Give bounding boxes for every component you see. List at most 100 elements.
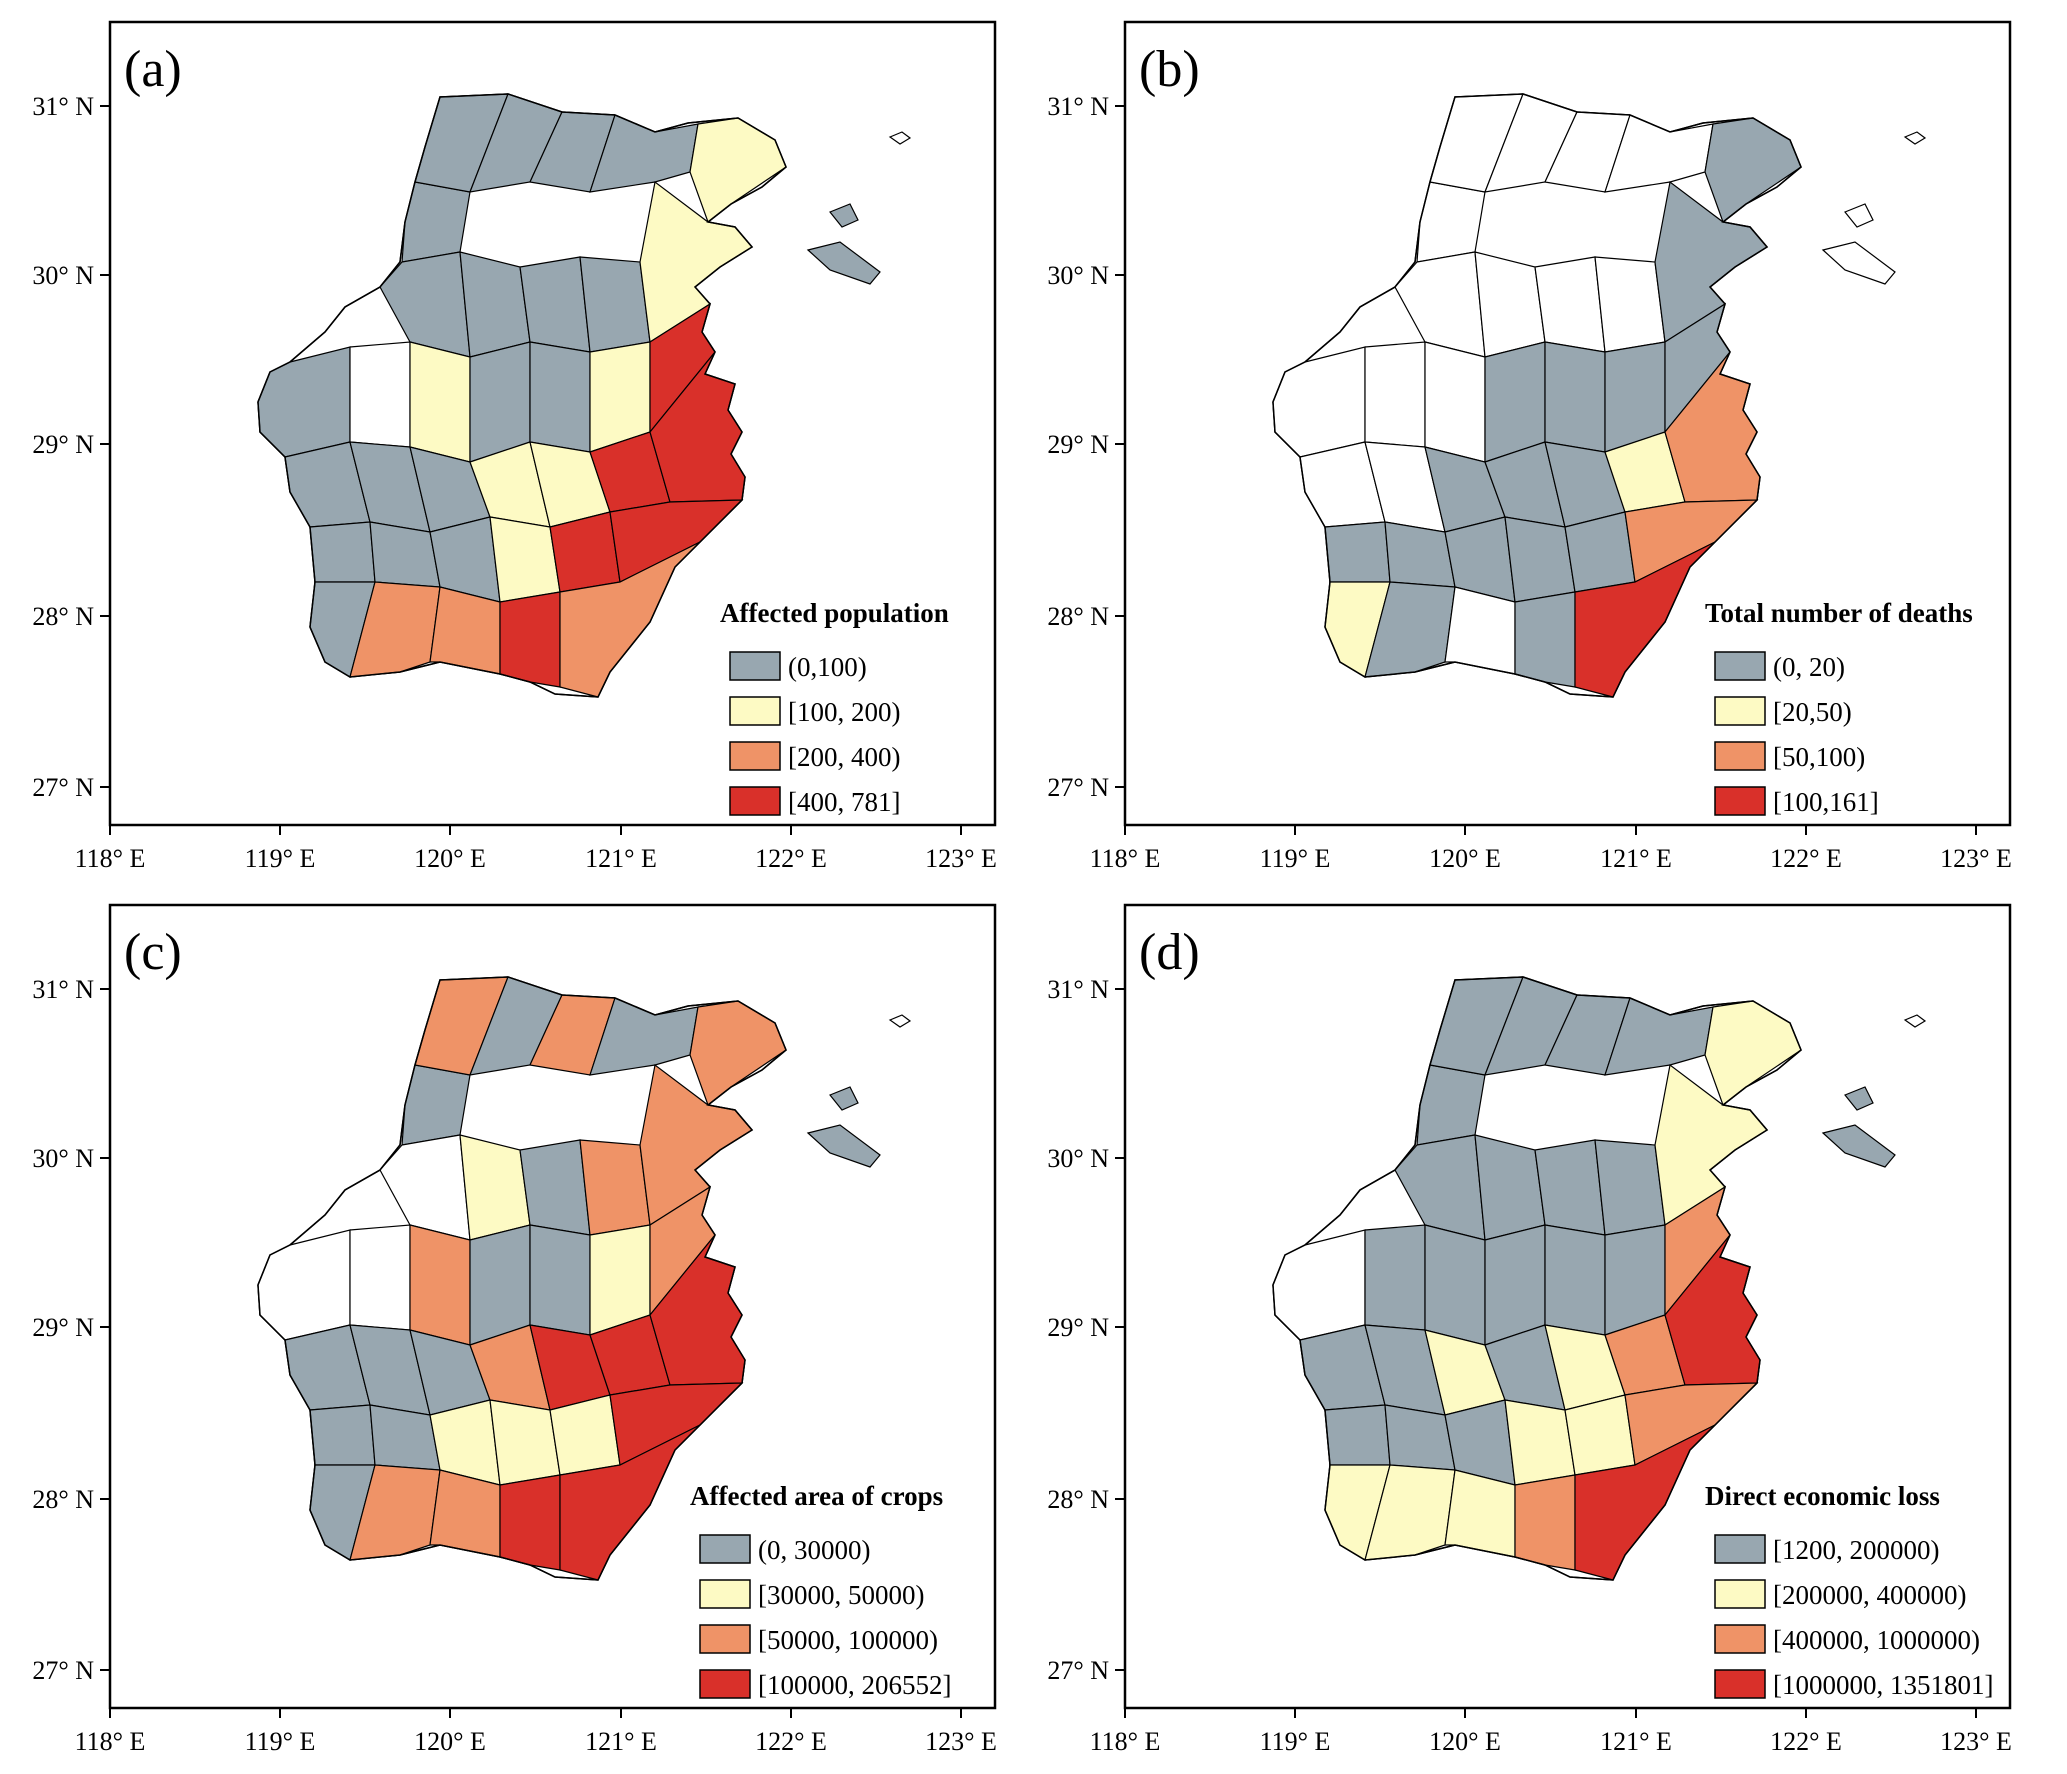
legend-swatch (699, 1534, 751, 1564)
legend-swatch (699, 1624, 751, 1654)
region-sw-a (257, 1229, 351, 1341)
legend-swatch (1714, 741, 1766, 771)
y-tick-label: 30° N (1047, 261, 1109, 290)
legend-item-label: [200, 400) (788, 742, 900, 772)
panel-label: (d) (1139, 924, 1200, 981)
island-zhoushan (806, 1124, 881, 1168)
legend-swatch (1714, 1669, 1766, 1699)
region-c-a (519, 1139, 591, 1236)
x-tick-label: 122° E (755, 1727, 827, 1756)
region-far-s-c (429, 1469, 501, 1558)
island-zhoushan (1821, 241, 1896, 285)
y-tick-label: 30° N (32, 261, 94, 290)
region-far-s-b (349, 581, 441, 678)
y-tick-label: 28° N (1047, 602, 1109, 631)
legend-item-label: [1200, 200000) (1773, 1535, 1939, 1565)
panel-d: 118° E 119° E 120° E 121° E 122° E 123° E 27° … (1047, 903, 2012, 1756)
y-tick-label: 29° N (1047, 1313, 1109, 1342)
region-far-s-d (499, 591, 561, 688)
region-sw-a (1272, 346, 1366, 458)
region-sw-b (349, 1224, 411, 1331)
island-north (1844, 1086, 1874, 1111)
region-sw-c (409, 1224, 471, 1346)
region-c-a (519, 256, 591, 353)
legend-item-label: (0, 30000) (758, 1535, 870, 1565)
legend-swatch (699, 1669, 751, 1699)
region-ss-f (1624, 1382, 1759, 1466)
y-tick-label: 29° N (32, 1313, 94, 1342)
region-ne-b (689, 1000, 787, 1106)
x-tick-label: 121° E (585, 844, 657, 873)
region-ss-a (1324, 521, 1391, 583)
region-far-s-c (1444, 586, 1516, 675)
legend-swatch (1714, 651, 1766, 681)
x-tick-label: 118° E (75, 844, 146, 873)
region-ss-d (489, 516, 561, 603)
y-tick-label: 27° N (32, 773, 94, 802)
legend-item-label: [50,100) (1773, 742, 1865, 772)
legend-item-label: [100, 200) (788, 697, 900, 727)
legend-title: Total number of deaths (1705, 598, 1973, 628)
legend-item-label: [20,50) (1773, 697, 1852, 727)
legend: Direct economic loss [1200, 200000) [20000… (1705, 1481, 1993, 1700)
region-sw-b (1364, 1224, 1426, 1331)
region-far-s-b (1364, 1464, 1456, 1561)
region-ss-f (609, 1382, 744, 1466)
region-c-b (579, 1139, 651, 1236)
x-tick-label: 120° E (1429, 844, 1501, 873)
x-tick-label: 120° E (414, 844, 486, 873)
x-tick-label: 123° E (925, 844, 997, 873)
region-ss-e (549, 511, 621, 593)
region-far-s-d (1514, 591, 1576, 688)
region-cs-a (1484, 341, 1546, 463)
region-c-b (1594, 1139, 1666, 1236)
y-tick-label: 27° N (32, 1656, 94, 1685)
legend-item-label: [100,161] (1773, 787, 1879, 817)
panel-b: 118° E 119° E 120° E 121° E 122° E 123° E 27° … (1047, 20, 2012, 873)
region-sw-a (1272, 1229, 1366, 1341)
legend-swatch (1714, 1579, 1766, 1609)
y-tick-label: 29° N (32, 430, 94, 459)
x-tick-label: 119° E (1260, 844, 1331, 873)
legend: Affected area of crops (0, 30000) [30000, … (690, 1481, 951, 1700)
x-tick-label: 122° E (1770, 1727, 1842, 1756)
legend-item-label: [400000, 1000000) (1773, 1625, 1980, 1655)
y-tick-label: 31° N (32, 92, 94, 121)
legend-swatch (699, 1579, 751, 1609)
x-tick-label: 119° E (245, 1727, 316, 1756)
region-ss-d (1504, 516, 1576, 603)
panel-label: (a) (124, 41, 182, 98)
legend: Total number of deaths (0, 20) [20,50) [50,… (1705, 598, 1973, 817)
map-area (1272, 976, 1927, 1581)
region-ss-f (1624, 499, 1759, 583)
region-sw-b (349, 341, 411, 448)
y-tick-label: 28° N (32, 1485, 94, 1514)
island-far-east (1903, 131, 1927, 145)
region-far-s-b (349, 1464, 441, 1561)
region-sw-b (1364, 341, 1426, 448)
island-far-east (888, 131, 912, 145)
region-far-s-c (1444, 1469, 1516, 1558)
x-tick-label: 120° E (1429, 1727, 1501, 1756)
region-cs-b (1544, 1224, 1606, 1336)
legend: Affected population (0,100) [100, 200) [200… (720, 598, 949, 817)
x-tick-label: 119° E (1260, 1727, 1331, 1756)
island-north (829, 203, 859, 228)
region-far-s-b (1364, 581, 1456, 678)
x-tick-label: 118° E (75, 1727, 146, 1756)
y-tick-label: 27° N (1047, 1656, 1109, 1685)
panel-a: 118° E 119° E 120° E 121° E 122° E 123° E 27° … (32, 20, 997, 873)
y-tick-label: 31° N (32, 975, 94, 1004)
legend-item-label: [200000, 400000) (1773, 1580, 1966, 1610)
region-c-a (1534, 1139, 1606, 1236)
region-ss-a (1324, 1404, 1391, 1466)
region-sw-c (409, 341, 471, 463)
region-far-s-c (429, 586, 501, 675)
panel-frame (108, 903, 997, 1710)
x-tick-label: 121° E (585, 1727, 657, 1756)
region-cs-b (529, 1224, 591, 1336)
legend-title: Affected area of crops (690, 1481, 943, 1511)
region-ss-d (1504, 1399, 1576, 1486)
legend-swatch (1714, 1624, 1766, 1654)
region-ne-b (1704, 1000, 1802, 1106)
